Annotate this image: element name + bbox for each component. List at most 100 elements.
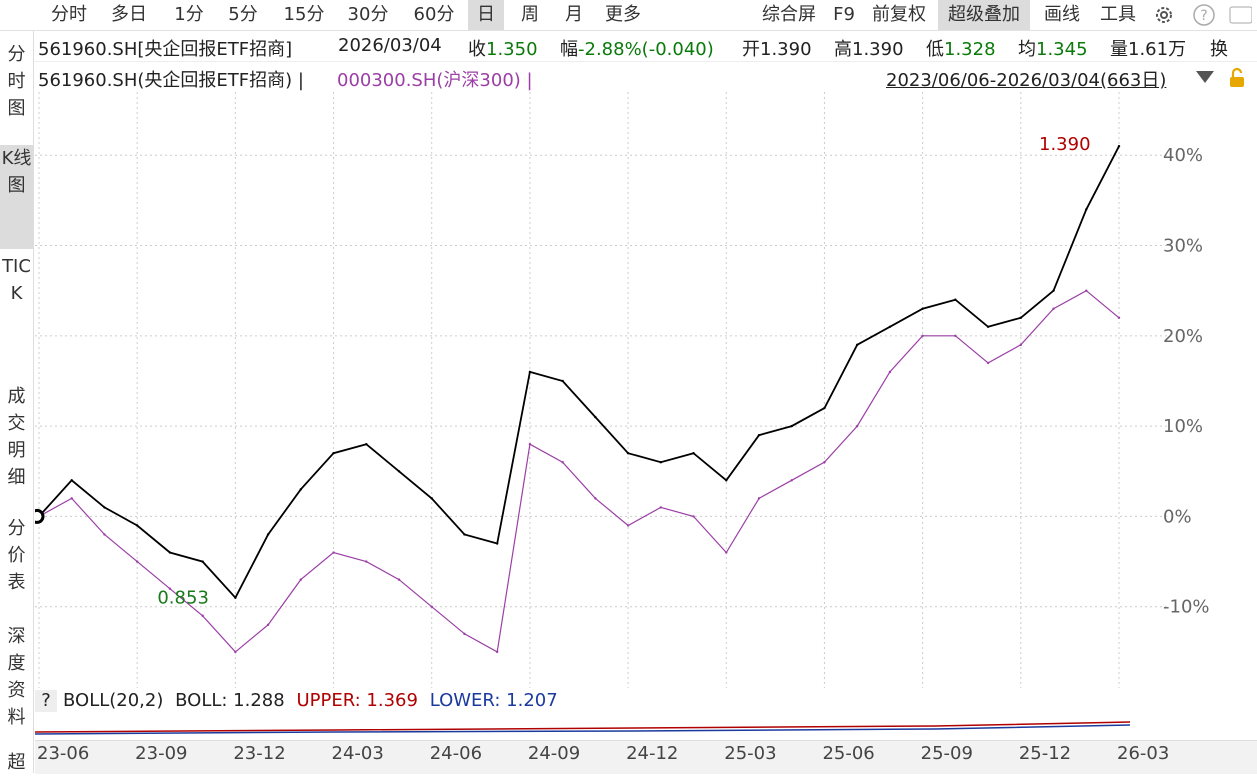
boll-lower: LOWER: 1.207 xyxy=(429,690,558,711)
left-tab-2[interactable]: TICK xyxy=(2,256,31,304)
legend-main-series[interactable]: 561960.SH(央企回报ETF招商) | xyxy=(38,70,304,91)
high-annotation: 1.390 xyxy=(1039,134,1091,155)
period-tab-4[interactable]: 15分 xyxy=(283,4,325,25)
series-line-0 xyxy=(38,145,1120,600)
series-1-point xyxy=(855,424,859,428)
series-0-point xyxy=(103,506,106,509)
boll-upper: UPPER: 1.369 xyxy=(296,690,418,711)
series-0-point xyxy=(201,560,204,563)
help-circle-icon[interactable]: ? xyxy=(1192,3,1216,27)
series-1-point xyxy=(103,533,106,536)
series-1-point xyxy=(168,587,172,590)
series-0-point xyxy=(135,524,139,527)
y-tick-label: 40% xyxy=(1163,145,1203,166)
period-tab-8[interactable]: 周 xyxy=(521,4,539,25)
date-range[interactable]: 2023/06/06-2026/03/04(663日) xyxy=(886,70,1167,91)
series-0-point xyxy=(692,452,695,455)
series-0-point xyxy=(757,433,761,437)
toolbar-item-2[interactable]: 前复权 xyxy=(872,4,926,25)
x-tick-label: 25-12 xyxy=(1018,743,1072,764)
series-1-point xyxy=(561,461,564,464)
period-tab-3[interactable]: 5分 xyxy=(228,4,258,25)
x-tick-label: 26-03 xyxy=(1117,743,1170,764)
left-tab-5[interactable]: 深度资料 xyxy=(7,626,26,728)
legend-overlay-series[interactable]: 000300.SH(沪深300) | xyxy=(337,70,533,91)
lock-icon[interactable] xyxy=(1226,67,1250,91)
avg-label: 均 xyxy=(1018,39,1036,60)
left-tab-0[interactable]: 分时图 xyxy=(7,44,26,119)
series-0-point xyxy=(299,488,303,491)
x-tick-label: 25-06 xyxy=(822,743,875,764)
series-1-point xyxy=(1085,289,1088,292)
toolbar-item-5[interactable]: 工具 xyxy=(1100,4,1136,25)
series-1-point xyxy=(1019,343,1023,347)
toolbar-item-4[interactable]: 画线 xyxy=(1044,4,1080,25)
low-label: 低 xyxy=(926,39,944,60)
settings-gear-icon[interactable] xyxy=(1152,3,1176,27)
series-1-point xyxy=(463,632,466,636)
left-tab-3[interactable]: 成交明细 xyxy=(7,386,26,488)
period-tab-1[interactable]: 多日 xyxy=(111,4,147,25)
period-tab-2[interactable]: 1分 xyxy=(174,4,204,25)
security-code-name: 561960.SH[央企回报ETF招商] xyxy=(38,39,293,60)
period-tab-0[interactable]: 分时 xyxy=(51,4,87,25)
series-0-point xyxy=(495,542,499,545)
series-1-point xyxy=(823,461,826,464)
y-tick-label: -10% xyxy=(1163,597,1210,618)
period-tab-10[interactable]: 更多 xyxy=(605,4,641,25)
series-1-point xyxy=(234,650,237,654)
toolbar-item-3[interactable]: 超级叠加 xyxy=(938,0,1030,30)
dropdown-triangle-icon[interactable] xyxy=(1194,67,1218,91)
series-1-point xyxy=(790,479,793,482)
series-0-point xyxy=(888,325,892,328)
series-0-point xyxy=(954,298,957,301)
boll-name[interactable]: BOLL(20,2) xyxy=(63,690,164,711)
series-1-point xyxy=(692,515,695,518)
volume-value: 1.61万 xyxy=(1128,39,1187,60)
period-tab-6[interactable]: 60分 xyxy=(413,4,455,25)
series-1-point xyxy=(757,497,761,500)
left-tab-1[interactable]: K线图 xyxy=(0,145,33,249)
period-tab-7[interactable]: 日 xyxy=(468,0,504,30)
series-0-point xyxy=(1019,316,1023,319)
low-annotation: 0.853 xyxy=(157,588,209,609)
quote-bar: 561960.SH[央企回报ETF招商] 2026/03/04 收1.350 幅… xyxy=(0,31,1257,62)
series-0-point xyxy=(725,479,728,482)
x-tick-label: 24-09 xyxy=(527,743,581,764)
open-value: 1.390 xyxy=(760,39,812,60)
period-tab-5[interactable]: 30分 xyxy=(347,4,389,25)
series-0-point xyxy=(463,533,466,536)
x-tick-label: 25-03 xyxy=(724,743,777,764)
series-0-point xyxy=(234,596,237,599)
series-0-point xyxy=(921,307,924,310)
series-1-point xyxy=(659,506,663,509)
price-chart[interactable]: 40% 30% 20% 10% 0% -10% 1.390 0.853 xyxy=(35,92,1257,688)
overlay-legend: 561960.SH(央企回报ETF招商) | 000300.SH(沪深300) … xyxy=(0,62,1257,92)
series-0-point xyxy=(332,452,335,455)
quote-date: 2026/03/04 xyxy=(338,35,442,56)
x-tick-label: 25-09 xyxy=(920,743,973,764)
series-0-point xyxy=(1052,289,1055,292)
svg-text:?: ? xyxy=(1200,8,1207,24)
left-tab-6[interactable]: 超 xyxy=(7,752,26,773)
left-tab-4[interactable]: 分价表 xyxy=(7,518,26,593)
help-icon[interactable]: ? xyxy=(35,690,57,712)
y-tick-label: 20% xyxy=(1163,326,1203,347)
series-0-point xyxy=(855,343,859,347)
start-marker-icon[interactable] xyxy=(35,508,45,524)
window-icon[interactable] xyxy=(1228,4,1252,28)
toolbar-item-1[interactable]: F9 xyxy=(833,4,855,25)
period-tab-9[interactable]: 月 xyxy=(565,4,583,25)
boll-mini-chart xyxy=(35,721,1131,735)
close-label: 收 xyxy=(468,39,486,60)
x-tick-label: 23-12 xyxy=(233,743,286,764)
series-1-point xyxy=(70,497,73,500)
series-1-point xyxy=(1052,307,1055,310)
left-tab-bar: 分时图 K线图 TICK 成交明细分价表深度资料超 xyxy=(0,31,34,773)
change-value: -2.88%(-0.040) xyxy=(578,39,714,60)
series-0-point xyxy=(823,406,826,410)
toolbar-item-0[interactable]: 综合屏 xyxy=(762,4,816,25)
series-1-point xyxy=(201,614,204,617)
series-1-point xyxy=(266,623,270,626)
period-toolbar: 分时 多日 1分 5分 15分 30分 60分日周 月 更多 综合屏 F9 前复权 超级叠加 画线 工具? xyxy=(0,0,1257,31)
